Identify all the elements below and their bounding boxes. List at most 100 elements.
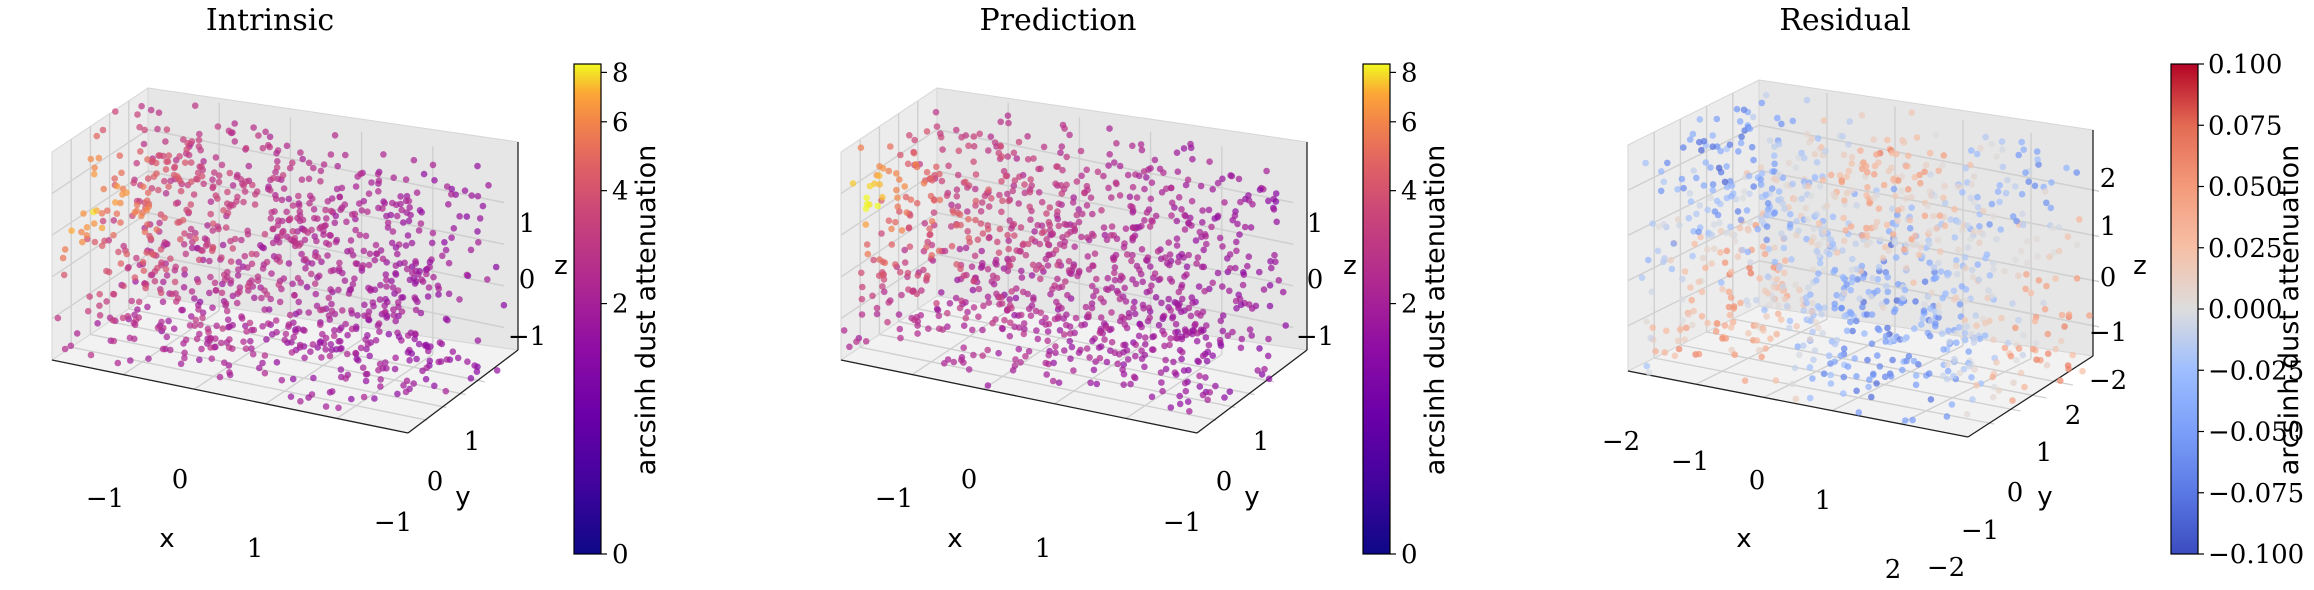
scatter-point (404, 332, 412, 339)
scatter-point (61, 345, 69, 353)
scatter-point (1203, 322, 1210, 329)
scatter-point (857, 144, 865, 151)
scatter-point (1951, 358, 1958, 366)
scatter-point (1719, 285, 1726, 293)
scatter-point (1237, 198, 1244, 206)
scatter-point (1859, 303, 1866, 311)
scatter-point (181, 271, 188, 278)
scatter-point (1237, 301, 1245, 309)
scatter-point (317, 178, 324, 185)
y-tick: −1 (1961, 516, 1999, 546)
scatter-point (1968, 330, 1975, 338)
scatter-point (358, 267, 366, 274)
scatter-point (398, 308, 406, 315)
grid-line (1125, 353, 1223, 419)
scatter-point (1142, 341, 1149, 348)
y-tick: −1 (1163, 508, 1201, 538)
scatter-point (337, 345, 344, 353)
scatter-point (172, 200, 180, 207)
scatter-point (1256, 268, 1263, 276)
scatter-point (225, 127, 233, 135)
scatter-point (467, 246, 475, 254)
scatter-point (1020, 240, 1027, 248)
scatter-point (336, 193, 344, 201)
scatter-point (1868, 311, 1876, 318)
scatter-point (471, 362, 479, 369)
scatter-point (1935, 259, 1942, 267)
scatter-point (1677, 326, 1684, 334)
scatter-point (954, 171, 962, 179)
scatter-point (1726, 141, 1734, 148)
scatter-point (1188, 294, 1196, 301)
scatter-point (930, 197, 938, 204)
scatter-point (2009, 397, 2016, 404)
scatter-point (896, 325, 904, 333)
scatter-point (1131, 298, 1138, 306)
scatter-point (1275, 277, 1283, 284)
scatter-point (1093, 380, 1101, 388)
scatter-point (1710, 245, 1718, 253)
scatter-point (1881, 373, 1889, 381)
scatter-point (1940, 152, 1948, 159)
scatter-point (346, 286, 354, 294)
scatter-point (372, 337, 380, 344)
scatter-point (1709, 181, 1717, 188)
scatter-point (150, 173, 158, 180)
scatter-point (1962, 286, 1970, 293)
scatter-point (862, 338, 870, 345)
scatter-point (1723, 229, 1730, 236)
scatter-point (151, 268, 159, 275)
scatter-point (1162, 356, 1169, 364)
scatter-point (1062, 278, 1069, 285)
scatter-point (1844, 363, 1852, 370)
colorbar-label: arcsinh dust attenuation (1420, 145, 1451, 476)
panel-title: Intrinsic (206, 3, 334, 38)
scatter-point (1959, 189, 1966, 196)
scatter-point (1843, 281, 1850, 288)
scatter-point (1129, 251, 1136, 259)
scatter-point (1821, 304, 1829, 312)
colorbar-tick-label: 0.050 (2208, 173, 2282, 203)
scatter-point (1756, 275, 1763, 282)
scatter-point (1840, 390, 1847, 397)
grid-line (1627, 124, 1760, 191)
scatter-point (1140, 168, 1148, 175)
scatter-point (1046, 221, 1054, 229)
scatter-point (1863, 311, 1871, 318)
y-axis-label: y (1244, 482, 1259, 512)
scatter-point (1803, 299, 1810, 307)
scatter-point (933, 123, 941, 130)
scatter-point (920, 180, 928, 187)
scatter-point (1175, 194, 1183, 201)
scatter-point (1076, 267, 1083, 275)
scatter-point (1133, 194, 1141, 201)
scatter-point (864, 250, 872, 258)
scatter-point (436, 339, 444, 346)
colorbar-tick-label: −0.050 (2208, 418, 2304, 448)
scatter-point (1141, 363, 1148, 371)
scatter-point (375, 204, 382, 212)
scatter-point (308, 226, 315, 234)
z-tick: −1 (2089, 318, 2127, 348)
scatter-point (1116, 162, 1124, 170)
scatter-point (1948, 401, 1956, 408)
scatter-point (103, 298, 110, 305)
scatter-point (87, 351, 95, 359)
scatter-point (862, 221, 870, 228)
scatter-point (130, 319, 138, 327)
x-tick: −1 (875, 484, 913, 514)
scatter-point (331, 219, 339, 227)
scatter-point (1815, 324, 1822, 332)
scatter-point (1996, 182, 2004, 189)
scatter-point (1643, 318, 1650, 325)
scatter-point (964, 208, 971, 215)
scatter-point (1214, 269, 1222, 277)
scatter-point (1739, 246, 1746, 254)
axis-ticks: −1 0 1 x −1 0 1 y −1 0 1 z (875, 209, 1357, 564)
scatter-point (1137, 141, 1145, 148)
scatter-point (1267, 258, 1274, 265)
scatter-point (869, 292, 876, 300)
scatter-point (456, 296, 463, 303)
scatter-point (1709, 143, 1716, 150)
scatter-point (1798, 195, 1805, 203)
